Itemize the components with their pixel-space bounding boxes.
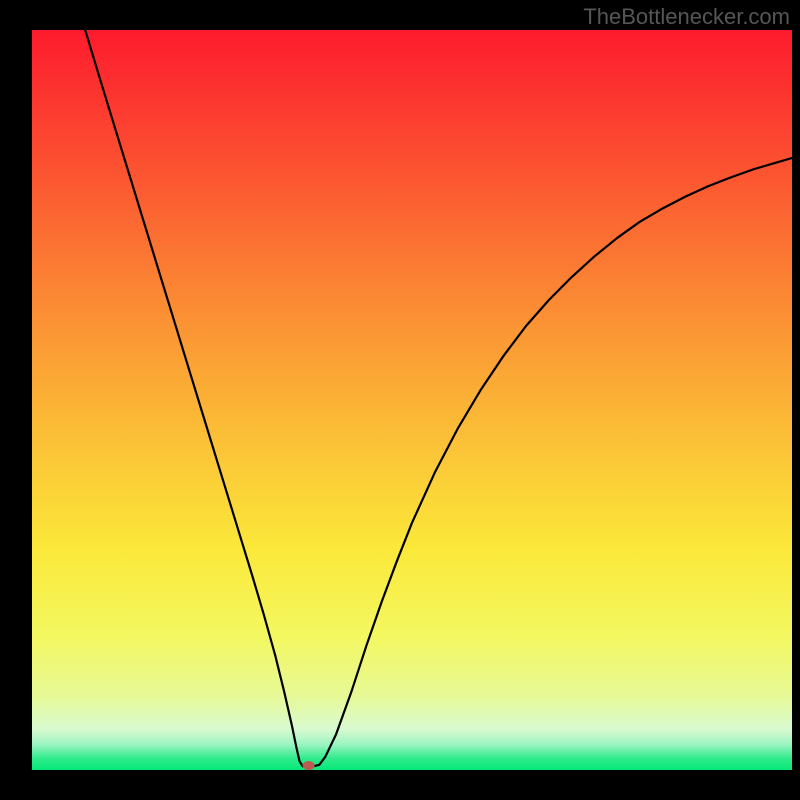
optimum-marker — [303, 761, 315, 770]
plot-svg — [32, 30, 792, 770]
gradient-background — [32, 30, 792, 770]
chart-frame: TheBottlenecker.com — [0, 0, 800, 800]
plot-area — [32, 30, 792, 770]
watermark-text: TheBottlenecker.com — [583, 4, 790, 30]
